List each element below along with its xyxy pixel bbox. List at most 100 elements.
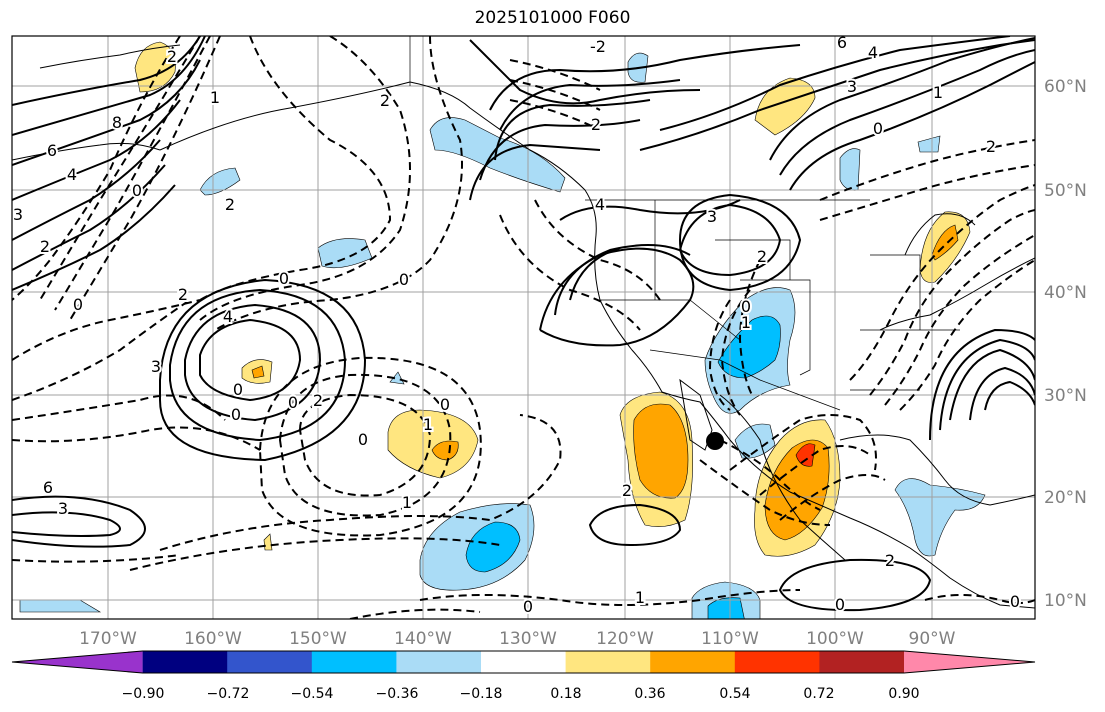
contour-label: 2 — [225, 195, 235, 214]
lon-tick-label: 120°W — [596, 629, 654, 649]
contour-label: 2 — [313, 391, 323, 410]
contour-label: 0 — [741, 297, 751, 316]
colorbar-tick-label: 0.36 — [634, 686, 665, 702]
shade-negative-small — [917, 135, 941, 153]
colorbar-segment — [565, 651, 651, 673]
contour-label: 0 — [358, 430, 368, 449]
contour-label: 2 — [178, 285, 188, 304]
colorbar-segment — [227, 651, 313, 673]
contour-label: 2 — [167, 47, 177, 66]
lon-tick-label: 100°W — [806, 629, 864, 649]
shade-negative-core — [707, 597, 745, 619]
lat-tick-label: 50°N — [1044, 181, 1087, 201]
shade-negative-small — [734, 423, 776, 459]
map-frame — [11, 35, 1036, 620]
shade-negative-small — [389, 371, 405, 385]
colorbar-tick-labels: −0.90 −0.72 −0.54 −0.36 −0.18 0.18 0.36 … — [122, 686, 920, 702]
contour-label: 2 — [986, 137, 996, 156]
colorbar-tick-label: −0.72 — [207, 686, 250, 702]
colorbar-tick-label: 0.72 — [803, 686, 834, 702]
contour-label: 2 — [380, 91, 390, 110]
shade-negative-small — [199, 167, 241, 196]
lat-tick-label: 30°N — [1044, 386, 1087, 406]
contour-label: 6 — [47, 141, 57, 160]
contour-label: 3 — [151, 357, 161, 376]
lat-tick-label: 20°N — [1044, 488, 1087, 508]
lat-tick-label: 40°N — [1044, 283, 1087, 303]
lon-tick-label: 170°W — [79, 629, 137, 649]
colorbar — [11, 650, 1036, 674]
colorbar-segment — [311, 651, 397, 673]
contour-label: 1 — [210, 88, 220, 107]
colorbar-outline — [11, 650, 1036, 674]
shade-negative-core — [465, 521, 521, 573]
colorbar-segment — [481, 651, 567, 673]
contour-label: 0 — [873, 119, 883, 138]
coastlines — [12, 44, 1035, 609]
lon-tick-label: 150°W — [289, 629, 347, 649]
lon-tick-label: 90°W — [909, 629, 956, 649]
contour-label: 0 — [835, 595, 845, 614]
contour-label: 4 — [595, 195, 605, 214]
contour-label: 6 — [837, 33, 847, 52]
contour-label: 0 — [279, 269, 289, 288]
contour-label: 0 — [233, 380, 243, 399]
shade-positive-core — [633, 403, 689, 499]
contour-label: 1 — [635, 588, 645, 607]
contour-label: 3 — [13, 205, 23, 224]
shade-negative-small — [839, 148, 861, 191]
contour-label: 2 — [591, 115, 601, 134]
shade-negative-core — [717, 315, 781, 379]
map-title: 2025101000 F060 — [474, 8, 631, 28]
location-marker — [706, 432, 724, 450]
contour-label: 3 — [58, 499, 68, 518]
shade-negative-medium — [894, 478, 986, 557]
colorbar-tick-label: −0.90 — [122, 686, 165, 702]
contour-label: 1 — [933, 83, 943, 102]
contour-label: 6 — [43, 478, 53, 497]
contour-label: 0 — [73, 295, 83, 314]
contour-label: 8 — [112, 113, 122, 132]
colorbar-extend-high — [904, 651, 1035, 673]
shade-positive-small — [754, 77, 816, 136]
shade-positive-core — [251, 365, 265, 379]
lon-tick-label: 160°W — [184, 629, 242, 649]
longitude-axis: 170°W 160°W 150°W 140°W 130°W 120°W 110°… — [79, 629, 956, 649]
negative-contours — [12, 36, 1035, 619]
graticule — [12, 36, 1035, 619]
contour-label: 2 — [757, 247, 767, 266]
contour-label: 4 — [67, 165, 77, 184]
shade-positive-core — [431, 440, 459, 461]
colorbar-segment — [734, 651, 820, 673]
colorbar-tick-label: −0.54 — [291, 686, 334, 702]
contour-label: 0 — [399, 270, 409, 289]
colorbar-segment — [819, 651, 905, 673]
lon-tick-label: 110°W — [701, 629, 759, 649]
contour-label: 2 — [622, 481, 632, 500]
colorbar-segment — [650, 651, 736, 673]
colorbar-tick-label: 0.90 — [888, 686, 919, 702]
shade-positive-medium — [387, 409, 479, 479]
lon-tick-label: 130°W — [499, 629, 557, 649]
contour-label: 2 — [885, 551, 895, 570]
contour-label: 1 — [402, 493, 412, 512]
contour-label: -2 — [590, 37, 606, 56]
colorbar-segment — [396, 651, 482, 673]
latitude-axis: 60°N 50°N 40°N 30°N 20°N 10°N — [1044, 77, 1087, 611]
positive-contours — [12, 36, 1035, 612]
lat-tick-label: 60°N — [1044, 77, 1087, 97]
contour-label: 4 — [868, 43, 878, 62]
contour-label: 3 — [847, 77, 857, 96]
contour-label: 0 — [231, 405, 241, 424]
contour-label: 3 — [707, 207, 717, 226]
colorbar-segment — [142, 651, 228, 673]
contour-label: 4 — [223, 307, 233, 326]
contour-label: 0 — [132, 181, 142, 200]
contour-label: 1 — [423, 415, 433, 434]
contour-label: 1 — [741, 313, 751, 332]
lon-tick-label: 140°W — [394, 629, 452, 649]
colorbar-tick-label: −0.36 — [376, 686, 419, 702]
contour-label: 2 — [40, 237, 50, 256]
